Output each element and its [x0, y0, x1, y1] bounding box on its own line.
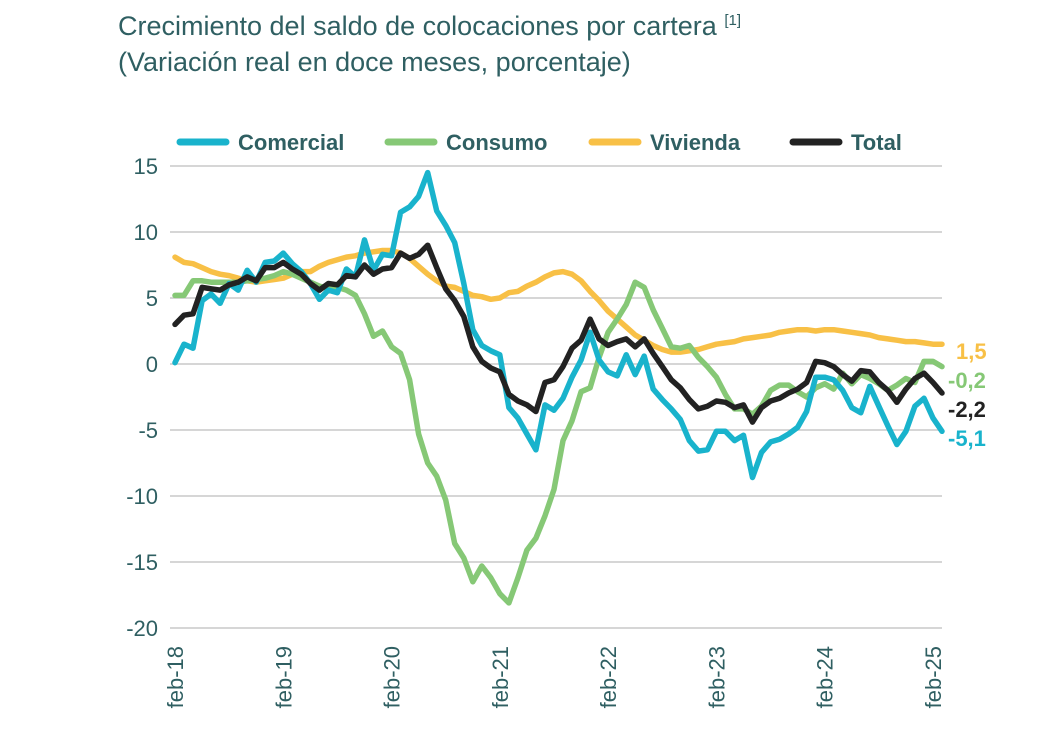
y-tick-label: 0	[146, 352, 158, 377]
end-label-consumo: -0,2	[948, 368, 986, 393]
series-line-consumo	[172, 268, 945, 606]
x-tick-label: feb-22	[596, 646, 621, 708]
x-tick-label: feb-23	[704, 646, 729, 708]
end-label-total: -2,2	[948, 397, 986, 422]
y-tick-label: 10	[134, 220, 158, 245]
y-tick-label: -5	[138, 418, 158, 443]
x-tick-label: feb-18	[163, 646, 188, 708]
y-tick-label: -10	[126, 484, 158, 509]
legend-label-total: Total	[851, 130, 902, 155]
y-tick-label: 5	[146, 286, 158, 311]
legend-label-consumo: Consumo	[446, 130, 547, 155]
y-tick-label: -15	[126, 550, 158, 575]
series-line-comercial	[172, 169, 945, 481]
x-tick-label: feb-19	[271, 646, 296, 708]
series-line-total	[172, 242, 945, 425]
x-tick-label: feb-21	[488, 646, 513, 708]
footnote-marker: [1]	[724, 12, 742, 29]
legend-label-vivienda: Vivienda	[650, 130, 741, 155]
x-tick-label: feb-25	[921, 646, 946, 708]
chart-title-line1: Crecimiento del saldo de colocaciones po…	[118, 8, 741, 44]
title-text: Crecimiento del saldo de colocaciones po…	[118, 11, 717, 41]
chart-subtitle: (Variación real en doce meses, porcentaj…	[118, 47, 631, 77]
end-label-comercial: -5,1	[948, 426, 986, 451]
x-tick-label: feb-24	[813, 646, 838, 708]
x-tick-label: feb-20	[380, 646, 405, 708]
y-tick-label: -20	[126, 616, 158, 641]
y-tick-label: 15	[134, 154, 158, 179]
chart-title: Crecimiento del saldo de colocaciones po…	[118, 8, 741, 80]
legend-label-comercial: Comercial	[238, 130, 344, 155]
end-label-vivienda: 1,5	[956, 339, 987, 364]
